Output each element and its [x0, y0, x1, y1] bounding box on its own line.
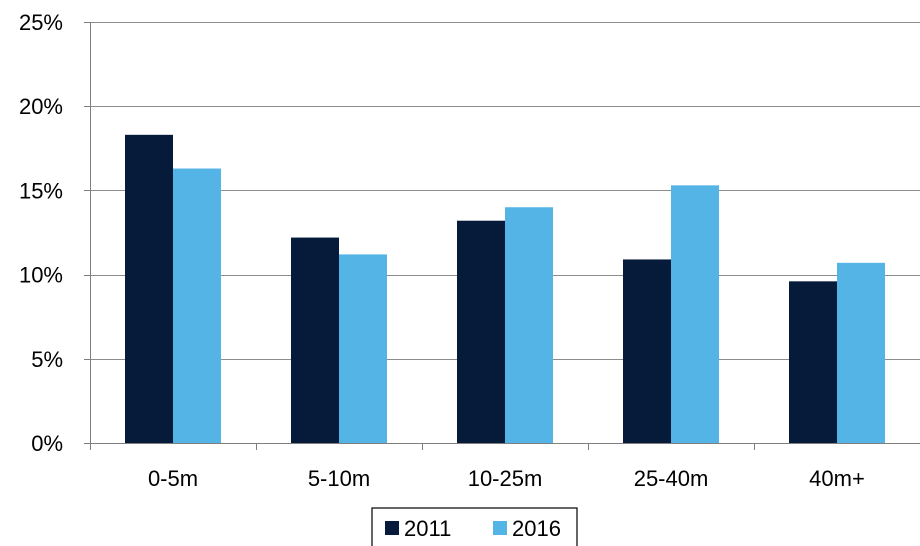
- axes: [84, 22, 920, 450]
- bar-2011-25-40m: [623, 259, 671, 443]
- bar-2011-0-5m: [125, 134, 173, 443]
- legend-label-2016: 2016: [512, 516, 561, 541]
- y-tick-label: 10%: [19, 263, 63, 288]
- y-tick-label: 20%: [19, 94, 63, 119]
- legend-label-2011: 2011: [404, 516, 451, 541]
- bar-2011-5-10m: [291, 237, 339, 443]
- y-tick-labels: 0% 5% 10% 15% 20% 25%: [19, 10, 63, 456]
- bar-2011-10-25m: [457, 220, 505, 443]
- y-tick-label: 5%: [31, 347, 63, 372]
- x-tick-labels: 0-5m 5-10m 10-25m 25-40m 40m+: [148, 466, 865, 491]
- x-tick-label: 25-40m: [634, 466, 709, 491]
- y-tick-label: 0%: [31, 431, 63, 456]
- bar-2016-40m+: [837, 262, 885, 443]
- x-tick-label: 10-25m: [468, 466, 543, 491]
- y-tick-label: 15%: [19, 178, 63, 203]
- bar-2016-25-40m: [671, 185, 719, 443]
- bar-2016-0-5m: [173, 168, 221, 443]
- y-tick-label: 25%: [19, 10, 63, 35]
- x-tick-label: 0-5m: [148, 466, 198, 491]
- bar-2016-10-25m: [505, 207, 553, 443]
- legend: 2011 2016: [371, 507, 578, 546]
- bar-2011-40m+: [789, 281, 837, 443]
- legend-swatch-2011: [385, 521, 399, 535]
- legend-frame: [371, 507, 578, 546]
- legend-swatch-2016: [493, 521, 507, 535]
- x-tick-label: 40m+: [809, 466, 865, 491]
- bar-2016-5-10m: [339, 254, 387, 443]
- bars: [125, 134, 885, 443]
- gridlines: [90, 22, 920, 360]
- x-tick-label: 5-10m: [308, 466, 370, 491]
